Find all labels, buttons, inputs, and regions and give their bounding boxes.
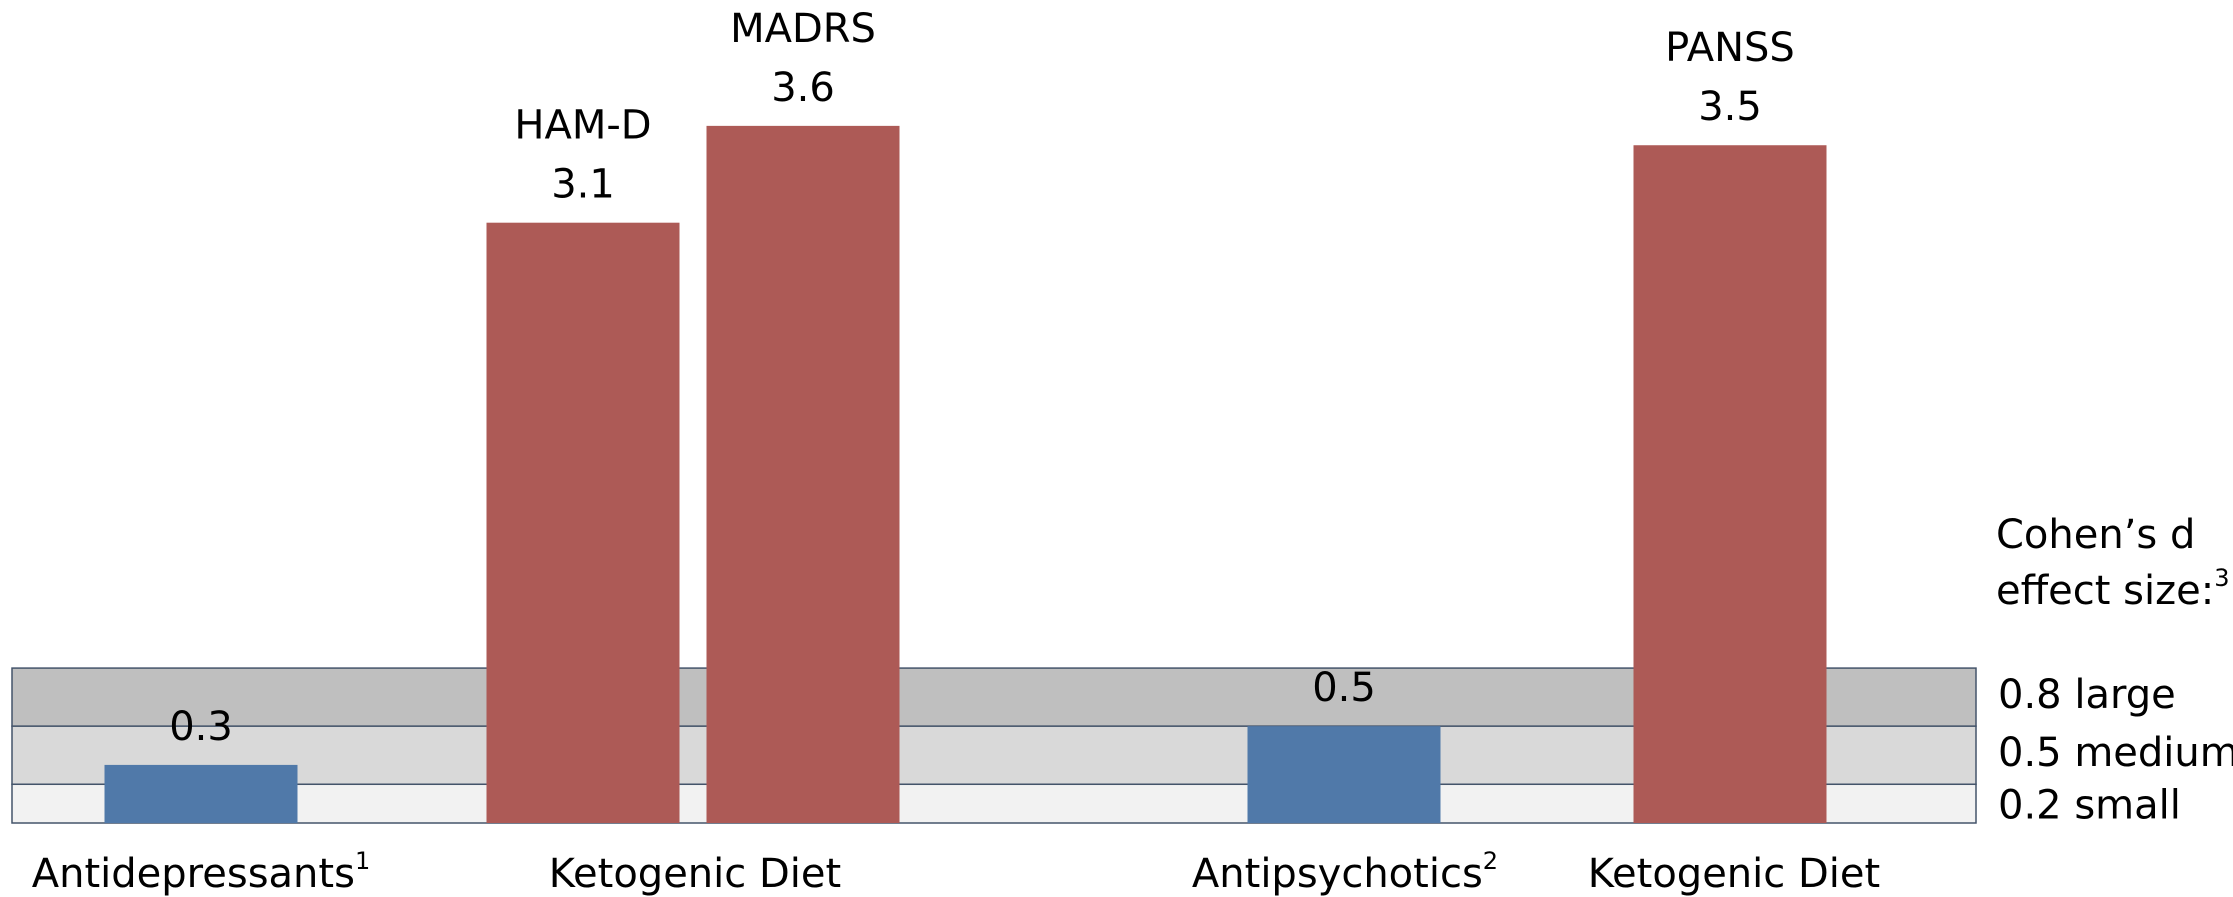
bar-name: HAM-D <box>514 103 651 149</box>
band-name: medium <box>2074 730 2233 776</box>
bands-note: 3 <box>2214 564 2229 592</box>
category-text: Ketogenic Diet <box>549 851 841 897</box>
bar <box>1633 145 1827 823</box>
value-label: 0.3 <box>169 704 233 750</box>
band-name: large <box>2074 672 2175 718</box>
band-value: 0.5 <box>1998 730 2062 776</box>
band-name: small <box>2074 783 2181 829</box>
bands-title-text: effect size: <box>1996 568 2214 614</box>
category-note: 1 <box>355 847 370 875</box>
value-label: 3.5 <box>1698 84 1762 130</box>
bar <box>486 222 680 824</box>
band-value: 0.2 <box>1998 783 2062 829</box>
band-label: 0.2 small <box>1998 783 2181 829</box>
bar <box>706 125 900 823</box>
category-label: Ketogenic Diet <box>1588 851 1880 897</box>
band-value: 0.8 <box>1998 672 2062 718</box>
bar <box>1247 726 1441 823</box>
band-label: 0.8 large <box>1998 672 2176 718</box>
category-note: 2 <box>1483 847 1498 875</box>
category-text: Antipsychotics <box>1192 851 1483 897</box>
category-label: Antidepressants1 <box>32 847 370 897</box>
value-label: 0.5 <box>1312 665 1376 711</box>
bar-name: PANSS <box>1665 25 1795 71</box>
bands-title: effect size:3 <box>1996 564 2229 614</box>
band-label: 0.5 medium <box>1998 730 2233 776</box>
value-label: 3.1 <box>551 162 615 208</box>
category-text: Antidepressants <box>32 851 355 897</box>
value-label: 3.6 <box>771 65 835 111</box>
category-text: Ketogenic Diet <box>1588 851 1880 897</box>
category-label: Ketogenic Diet <box>549 851 841 897</box>
bar <box>104 764 298 823</box>
bands-title: Cohen’s d <box>1996 512 2195 558</box>
category-label: Antipsychotics2 <box>1192 847 1498 897</box>
bar-name: MADRS <box>730 6 876 52</box>
